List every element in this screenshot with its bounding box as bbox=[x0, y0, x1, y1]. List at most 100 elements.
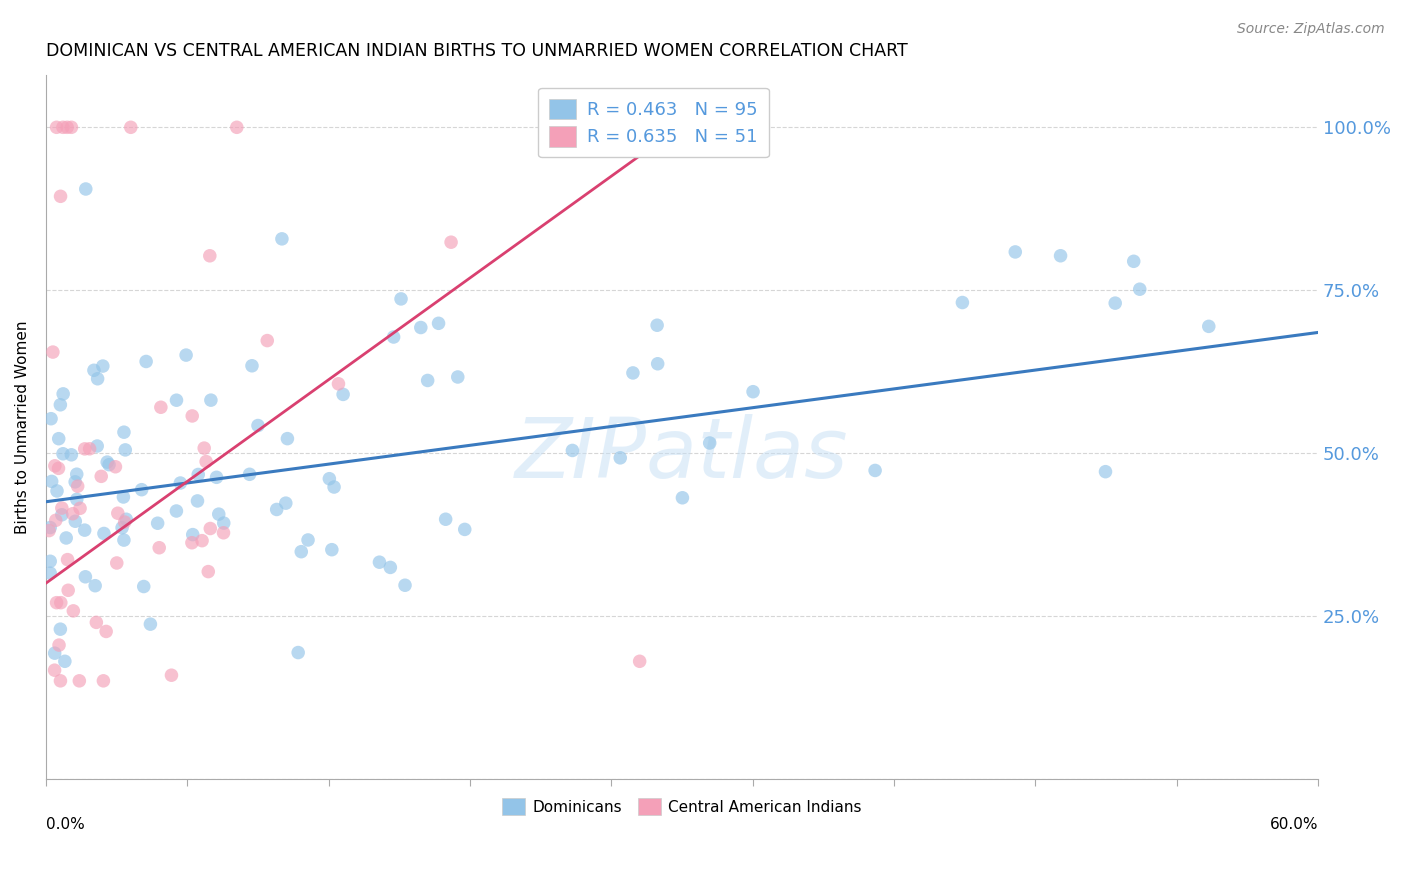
Point bbox=[200, 393, 222, 408]
Point bbox=[1004, 244, 1026, 259]
Point bbox=[197, 565, 219, 579]
Point bbox=[742, 384, 765, 399]
Point bbox=[416, 374, 439, 388]
Point bbox=[48, 638, 70, 652]
Point bbox=[86, 439, 108, 453]
Point bbox=[382, 330, 405, 344]
Point bbox=[181, 527, 204, 541]
Point bbox=[39, 566, 62, 581]
Point bbox=[66, 479, 89, 493]
Point bbox=[332, 387, 354, 401]
Point bbox=[86, 615, 108, 630]
Point bbox=[287, 646, 309, 660]
Point bbox=[49, 622, 72, 636]
Point bbox=[225, 120, 247, 135]
Point bbox=[73, 523, 96, 537]
Legend: Dominicans, Central American Indians: Dominicans, Central American Indians bbox=[496, 791, 868, 822]
Point bbox=[165, 504, 187, 518]
Point bbox=[86, 372, 108, 386]
Point bbox=[266, 502, 288, 516]
Point bbox=[212, 525, 235, 540]
Point bbox=[96, 455, 118, 469]
Point bbox=[107, 506, 129, 520]
Point bbox=[55, 531, 77, 545]
Point bbox=[60, 120, 83, 135]
Point bbox=[52, 447, 75, 461]
Point bbox=[44, 663, 66, 677]
Point bbox=[447, 370, 470, 384]
Point bbox=[208, 507, 231, 521]
Point bbox=[149, 401, 172, 415]
Point bbox=[621, 366, 644, 380]
Point bbox=[90, 469, 112, 483]
Point bbox=[240, 359, 263, 373]
Point bbox=[389, 292, 412, 306]
Point bbox=[112, 533, 135, 547]
Point bbox=[62, 604, 84, 618]
Point bbox=[628, 654, 651, 668]
Point bbox=[671, 491, 693, 505]
Text: 60.0%: 60.0% bbox=[1270, 817, 1319, 832]
Point bbox=[39, 520, 62, 534]
Point bbox=[48, 432, 70, 446]
Point bbox=[45, 513, 67, 527]
Point bbox=[328, 376, 350, 391]
Point bbox=[98, 458, 121, 472]
Point bbox=[166, 393, 188, 408]
Point bbox=[1122, 254, 1144, 268]
Point bbox=[323, 480, 346, 494]
Point bbox=[75, 182, 97, 196]
Point bbox=[321, 542, 343, 557]
Point bbox=[274, 496, 297, 510]
Point bbox=[112, 490, 135, 504]
Point bbox=[114, 515, 136, 529]
Point bbox=[84, 579, 107, 593]
Point bbox=[290, 544, 312, 558]
Point bbox=[645, 318, 668, 333]
Point bbox=[46, 483, 69, 498]
Point bbox=[181, 535, 204, 549]
Text: DOMINICAN VS CENTRAL AMERICAN INDIAN BIRTHS TO UNMARRIED WOMEN CORRELATION CHART: DOMINICAN VS CENTRAL AMERICAN INDIAN BIR… bbox=[46, 42, 908, 60]
Point bbox=[148, 541, 170, 555]
Point bbox=[198, 249, 221, 263]
Point bbox=[169, 476, 191, 491]
Point bbox=[193, 441, 215, 455]
Point bbox=[200, 522, 222, 536]
Point bbox=[368, 555, 391, 569]
Point bbox=[104, 459, 127, 474]
Point bbox=[66, 492, 89, 507]
Y-axis label: Births to Unmarried Women: Births to Unmarried Women bbox=[15, 320, 30, 533]
Point bbox=[181, 409, 204, 423]
Point bbox=[49, 596, 72, 610]
Point bbox=[238, 467, 260, 482]
Point bbox=[1198, 319, 1220, 334]
Point bbox=[1129, 282, 1152, 296]
Point bbox=[114, 442, 136, 457]
Point bbox=[56, 120, 79, 135]
Point bbox=[1094, 465, 1116, 479]
Point bbox=[139, 617, 162, 632]
Point bbox=[380, 560, 402, 574]
Point bbox=[120, 120, 142, 135]
Point bbox=[41, 475, 63, 489]
Point bbox=[115, 512, 138, 526]
Point bbox=[454, 523, 477, 537]
Point bbox=[427, 316, 450, 330]
Point bbox=[131, 483, 153, 497]
Point bbox=[52, 120, 75, 135]
Point bbox=[1104, 296, 1126, 310]
Point bbox=[91, 359, 114, 373]
Point bbox=[49, 189, 72, 203]
Point bbox=[93, 526, 115, 541]
Point bbox=[56, 552, 79, 566]
Point bbox=[51, 508, 73, 522]
Point bbox=[94, 624, 117, 639]
Point bbox=[256, 334, 278, 348]
Text: Source: ZipAtlas.com: Source: ZipAtlas.com bbox=[1237, 22, 1385, 37]
Point bbox=[394, 578, 416, 592]
Point bbox=[186, 494, 208, 508]
Point bbox=[863, 463, 886, 477]
Point bbox=[440, 235, 463, 250]
Point bbox=[112, 425, 135, 440]
Point bbox=[195, 454, 218, 468]
